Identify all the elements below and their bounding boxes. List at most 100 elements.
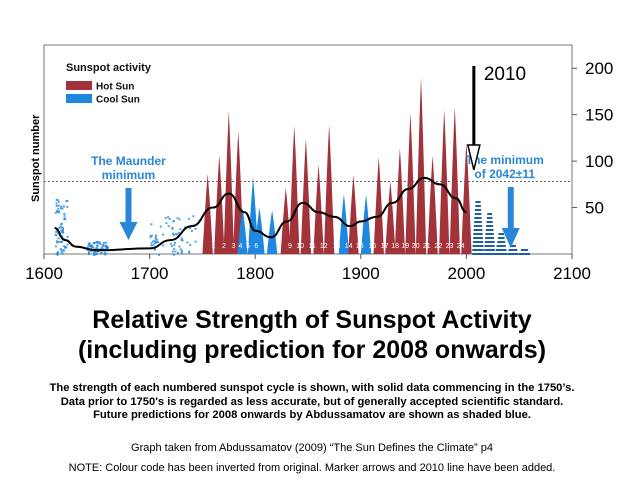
early-data-mark: [88, 251, 91, 254]
early-data-mark: [60, 226, 63, 229]
early-data-mark: [187, 217, 190, 220]
early-data-mark: [59, 247, 62, 250]
predicted-cycle-stripe: [473, 233, 483, 235]
cycle-number-label: 18: [391, 243, 399, 250]
predicted-cycle-stripe: [487, 213, 493, 215]
early-data-mark: [98, 241, 101, 244]
early-data-mark: [66, 243, 69, 246]
early-data-mark: [149, 235, 152, 237]
cycle-number-label: 21: [423, 243, 431, 250]
early-data-mark: [64, 246, 67, 249]
early-data-mark: [189, 227, 192, 229]
early-data-mark: [150, 241, 153, 244]
early-data-mark: [56, 241, 59, 244]
cycle-number-label: 15: [356, 243, 364, 250]
cycle-peak: [415, 77, 427, 254]
predicted-cycle-stripe: [485, 229, 494, 231]
sunspot-chart: 1 2 3 4 5 6 7 8 9 10 11 12 13 14 15 16 17 18 19 20 21 22 23 24 …: [25, 44, 613, 283]
early-data-mark: [66, 235, 69, 238]
predicted-cycle-stripe: [519, 253, 530, 255]
cycle-peak: [439, 110, 450, 255]
cycle-peak: [266, 210, 278, 254]
early-data-mark: [61, 235, 64, 238]
x-tick-label: 2000: [447, 264, 485, 283]
predicted-cycle-stripe: [472, 253, 484, 255]
minimum-2042-label: The minimum: [466, 153, 544, 167]
early-data-mark: [62, 229, 64, 232]
early-data-mark: [94, 253, 97, 256]
early-data-mark: [65, 200, 68, 202]
cycle-number-label: 16: [369, 243, 377, 250]
y-tick-label: 200: [585, 59, 613, 78]
early-data-mark: [100, 251, 103, 254]
early-data-mark: [55, 234, 58, 237]
cycle-peak: [313, 164, 324, 254]
cycle-number-label: 19: [401, 243, 409, 250]
cycle-peak: [427, 155, 438, 254]
early-data-mark: [181, 250, 183, 253]
cycle-peak: [360, 194, 372, 254]
predicted-cycle-stripe: [473, 237, 483, 239]
predicted-cycle-stripe: [497, 241, 506, 243]
early-data-mark: [63, 212, 66, 215]
early-data-mark: [105, 252, 108, 255]
predicted-cycle-stripe: [474, 217, 482, 219]
predicted-cycle-stripe: [474, 213, 482, 215]
early-data-mark: [63, 215, 66, 218]
legend-title: Sunspot activity: [66, 62, 152, 74]
predicted-cycle-stripe: [484, 241, 495, 243]
predicted-cycle-stripe: [495, 253, 508, 255]
early-data-mark: [176, 217, 179, 220]
predicted-cycle-stripe: [509, 245, 516, 247]
x-tick-label: 1900: [342, 264, 380, 283]
early-data-mark: [96, 248, 99, 251]
early-data-mark: [57, 232, 60, 235]
early-data-mark: [60, 230, 63, 233]
early-data-mark: [95, 246, 98, 249]
early-data-mark: [180, 237, 183, 240]
early-data-mark: [97, 250, 100, 253]
description-line-1: The strength of each numbered sunspot cy…: [49, 382, 575, 394]
predicted-cycle-stripe: [485, 237, 495, 239]
description-line-3: Future predictions for 2008 onwards by A…: [93, 409, 531, 421]
early-data-mark: [55, 202, 58, 205]
cycle-peak: [289, 125, 300, 255]
early-data-mark: [174, 241, 177, 244]
early-data-mark: [94, 251, 97, 254]
early-data-mark: [56, 251, 59, 254]
cycle-number-label: 1: [212, 243, 216, 250]
cycle-peak: [214, 155, 225, 254]
early-data-mark: [55, 205, 58, 207]
y-tick-label: 100: [585, 152, 613, 171]
early-data-mark: [155, 241, 158, 244]
early-data-mark: [174, 250, 177, 253]
early-data-mark: [178, 218, 181, 221]
legend-label-hot: Hot Sun: [96, 82, 134, 93]
early-data-mark: [172, 233, 175, 236]
early-data-mark: [88, 253, 90, 256]
early-data-mark: [90, 247, 93, 250]
predicted-cycle-stripe: [473, 225, 483, 227]
early-data-mark: [101, 245, 104, 248]
early-data-mark: [62, 249, 65, 252]
early-data-mark: [150, 244, 153, 247]
cycle-number-label: 17: [381, 243, 389, 250]
early-data-mark: [181, 239, 184, 242]
early-data-mark: [105, 241, 107, 244]
early-data-mark: [159, 225, 162, 228]
early-data-mark: [152, 240, 155, 243]
early-data-mark: [60, 251, 63, 254]
early-data-mark: [172, 232, 175, 235]
maunder-arrow: [119, 188, 138, 240]
cycle-number-label: 23: [446, 243, 454, 250]
predicted-cycle-stripe: [508, 249, 518, 251]
early-data-mark: [101, 247, 104, 250]
predicted-cycle-stripe: [496, 249, 507, 251]
cycle-peak: [323, 124, 335, 254]
cycle-number-label: 7: [264, 243, 268, 250]
early-data-mark: [103, 251, 106, 254]
predicted-cycle-stripe: [486, 221, 493, 223]
cycle-number-label: 4: [238, 243, 242, 250]
cycle-number-label: 14: [345, 243, 353, 250]
predicted-cycle-stripe: [498, 233, 504, 235]
